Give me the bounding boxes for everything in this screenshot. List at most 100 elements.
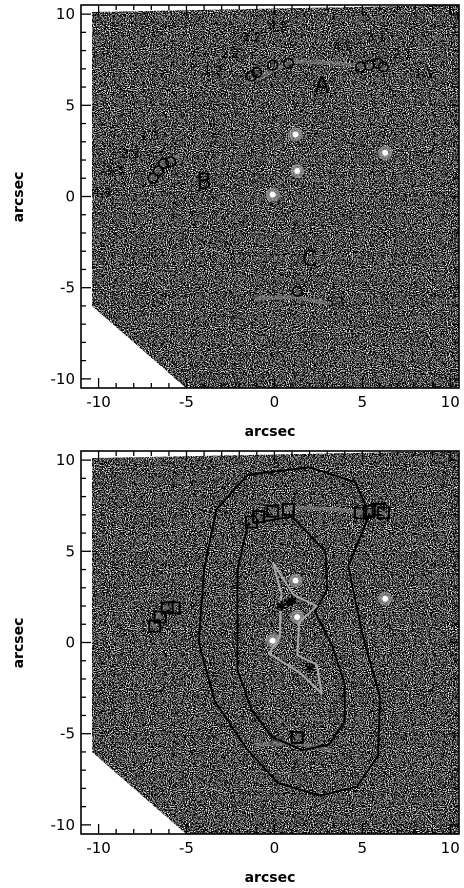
image-square-marker <box>281 502 295 516</box>
source-star-marker: ✱ <box>283 595 295 611</box>
group-label: B <box>197 170 212 195</box>
x-axis-label: arcsec <box>245 870 296 886</box>
image-square-marker <box>362 504 376 518</box>
image-square-marker <box>376 506 390 520</box>
image-center-dot <box>295 289 300 294</box>
image-label: 2.3 <box>121 147 140 161</box>
lensed-image-field: A B C 4.2 3.22.2 1.2 4.1 3.1 2.11.1 1.32.3 3.3 4.3 5… <box>92 5 459 388</box>
image-label: 5.1 <box>326 295 345 309</box>
y-tick-label: 5 <box>65 542 75 560</box>
image-center-dot <box>256 514 261 519</box>
image-square-marker <box>266 504 280 518</box>
image-center-dot <box>358 510 363 516</box>
y-tick-label: -10 <box>51 816 76 834</box>
image-label: 3.3 <box>105 164 124 178</box>
panel-bottom: ✱✱✱✱ -10 -5 0 5 10 10 5 0 -5 -10 arcsec arcsec <box>11 450 460 886</box>
x-tick-label: 5 <box>358 839 368 857</box>
image-square-marker <box>252 510 266 524</box>
image-label: 2.1 <box>393 47 412 61</box>
x-tick-label: -5 <box>179 839 194 857</box>
galaxy-core <box>294 167 301 174</box>
y-tick-label: -5 <box>60 279 75 297</box>
image-circle-marker <box>158 158 170 170</box>
image-center-dot <box>381 65 386 69</box>
image-circle-marker <box>147 172 159 184</box>
y-axis-label: arcsec <box>11 172 27 223</box>
y-tick-label: 5 <box>65 96 75 114</box>
x-tick-label: 0 <box>270 839 280 857</box>
image-label: 1.3 <box>140 129 159 143</box>
caustic-curve <box>268 561 323 695</box>
image-circle-marker <box>251 66 263 79</box>
image-center-dot <box>151 176 155 181</box>
image-center-dot <box>367 508 372 514</box>
galaxy-core <box>294 613 301 620</box>
source-star-marker: ✱ <box>276 599 288 615</box>
source-star-marker: ✱ <box>304 661 316 677</box>
image-label: 4.3 <box>93 186 112 200</box>
image-center-dot <box>286 61 291 66</box>
y-tick-label: 10 <box>56 5 75 23</box>
lensed-image-field: ✱✱✱✱ <box>92 451 459 834</box>
image-center-dot <box>168 160 173 164</box>
image-label: 1.2 <box>203 63 222 77</box>
image-center-dot <box>295 735 300 740</box>
image-center-dot <box>358 65 363 69</box>
image-center-dot <box>161 161 166 166</box>
image-center-dot <box>255 70 259 75</box>
x-tick-label: 10 <box>441 393 460 411</box>
image-circle-marker <box>165 156 177 168</box>
galaxy-core <box>382 595 389 602</box>
image-center-dot <box>164 605 170 611</box>
image-circle-marker <box>152 165 164 177</box>
image-square-marker <box>148 619 162 633</box>
image-square-marker <box>354 506 368 520</box>
image-center-dot <box>157 614 163 620</box>
source-star-marker: ✱ <box>286 594 298 610</box>
x-tick-label: 0 <box>270 393 280 411</box>
panel-top: A B C 4.2 3.22.2 1.2 4.1 3.1 2.11.1 1.32.3 3.3 4.3 5… <box>11 4 460 440</box>
x-tick-label: -10 <box>86 839 111 857</box>
image-center-dot <box>152 623 158 629</box>
galaxy-core <box>382 149 389 156</box>
galaxy-core <box>292 577 299 584</box>
image-center-dot <box>156 169 161 173</box>
image-center-dot <box>367 63 372 67</box>
galaxy-core <box>269 191 276 198</box>
image-circle-marker <box>291 285 303 297</box>
group-label: C <box>302 247 317 272</box>
galaxy-core <box>269 637 276 644</box>
image-square-marker <box>160 601 174 615</box>
image-center-dot <box>286 507 291 512</box>
image-square-marker <box>290 730 304 744</box>
image-circle-marker <box>267 59 279 71</box>
image-center-dot <box>270 508 275 514</box>
x-axis-label: arcsec <box>245 424 296 440</box>
outer-critical-curve <box>197 466 381 797</box>
image-label: 4.2 <box>268 20 287 34</box>
image-label: 4.1 <box>333 40 352 54</box>
x-tick-label: 10 <box>441 839 460 857</box>
group-label: A <box>314 74 329 99</box>
image-center-dot <box>270 63 275 67</box>
image-label: 1.1 <box>414 67 433 81</box>
image-circle-marker <box>282 57 295 69</box>
image-label: 2.2 <box>221 47 240 61</box>
arc-glow <box>254 294 333 307</box>
galaxy-core <box>292 131 299 138</box>
image-label: 3.1 <box>367 30 386 44</box>
x-tick-label: -5 <box>179 393 194 411</box>
y-tick-label: -5 <box>60 725 75 743</box>
image-center-dot <box>381 510 386 516</box>
y-tick-label: -10 <box>51 370 76 388</box>
image-label: 3.2 <box>242 30 261 44</box>
y-tick-label: 0 <box>65 188 75 206</box>
x-tick-label: 5 <box>358 393 368 411</box>
y-axis-label: arcsec <box>11 618 27 669</box>
x-tick-label: -10 <box>86 393 111 411</box>
inner-critical-curve <box>236 515 346 752</box>
image-circle-marker <box>377 61 390 73</box>
y-tick-label: 10 <box>56 451 75 469</box>
y-tick-label: 0 <box>65 634 75 652</box>
